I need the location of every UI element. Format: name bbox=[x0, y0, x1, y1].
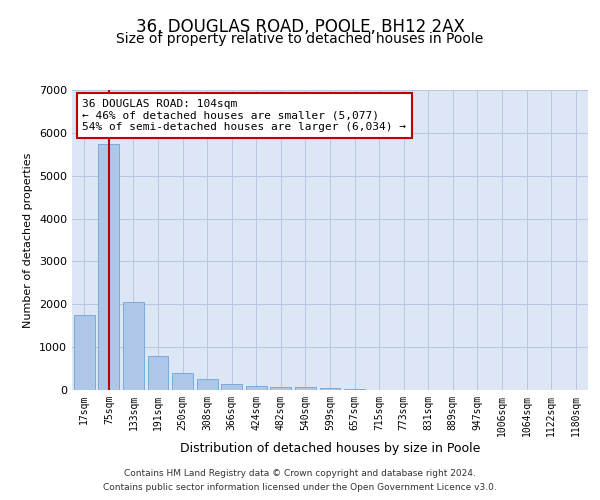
Bar bbox=[221, 384, 242, 390]
Bar bbox=[246, 386, 267, 390]
Bar bbox=[344, 389, 365, 390]
Bar bbox=[320, 388, 340, 390]
Bar bbox=[197, 380, 218, 390]
Text: Size of property relative to detached houses in Poole: Size of property relative to detached ho… bbox=[116, 32, 484, 46]
Y-axis label: Number of detached properties: Number of detached properties bbox=[23, 152, 34, 328]
Text: Contains public sector information licensed under the Open Government Licence v3: Contains public sector information licen… bbox=[103, 484, 497, 492]
Text: Contains HM Land Registry data © Crown copyright and database right 2024.: Contains HM Land Registry data © Crown c… bbox=[124, 468, 476, 477]
Bar bbox=[148, 356, 169, 390]
Bar bbox=[172, 373, 193, 390]
Bar bbox=[295, 388, 316, 390]
Bar bbox=[98, 144, 119, 390]
Bar bbox=[123, 302, 144, 390]
Text: 36 DOUGLAS ROAD: 104sqm
← 46% of detached houses are smaller (5,077)
54% of semi: 36 DOUGLAS ROAD: 104sqm ← 46% of detache… bbox=[82, 99, 406, 132]
X-axis label: Distribution of detached houses by size in Poole: Distribution of detached houses by size … bbox=[180, 442, 480, 454]
Bar bbox=[74, 315, 95, 390]
Text: 36, DOUGLAS ROAD, POOLE, BH12 2AX: 36, DOUGLAS ROAD, POOLE, BH12 2AX bbox=[136, 18, 464, 36]
Bar bbox=[271, 387, 292, 390]
